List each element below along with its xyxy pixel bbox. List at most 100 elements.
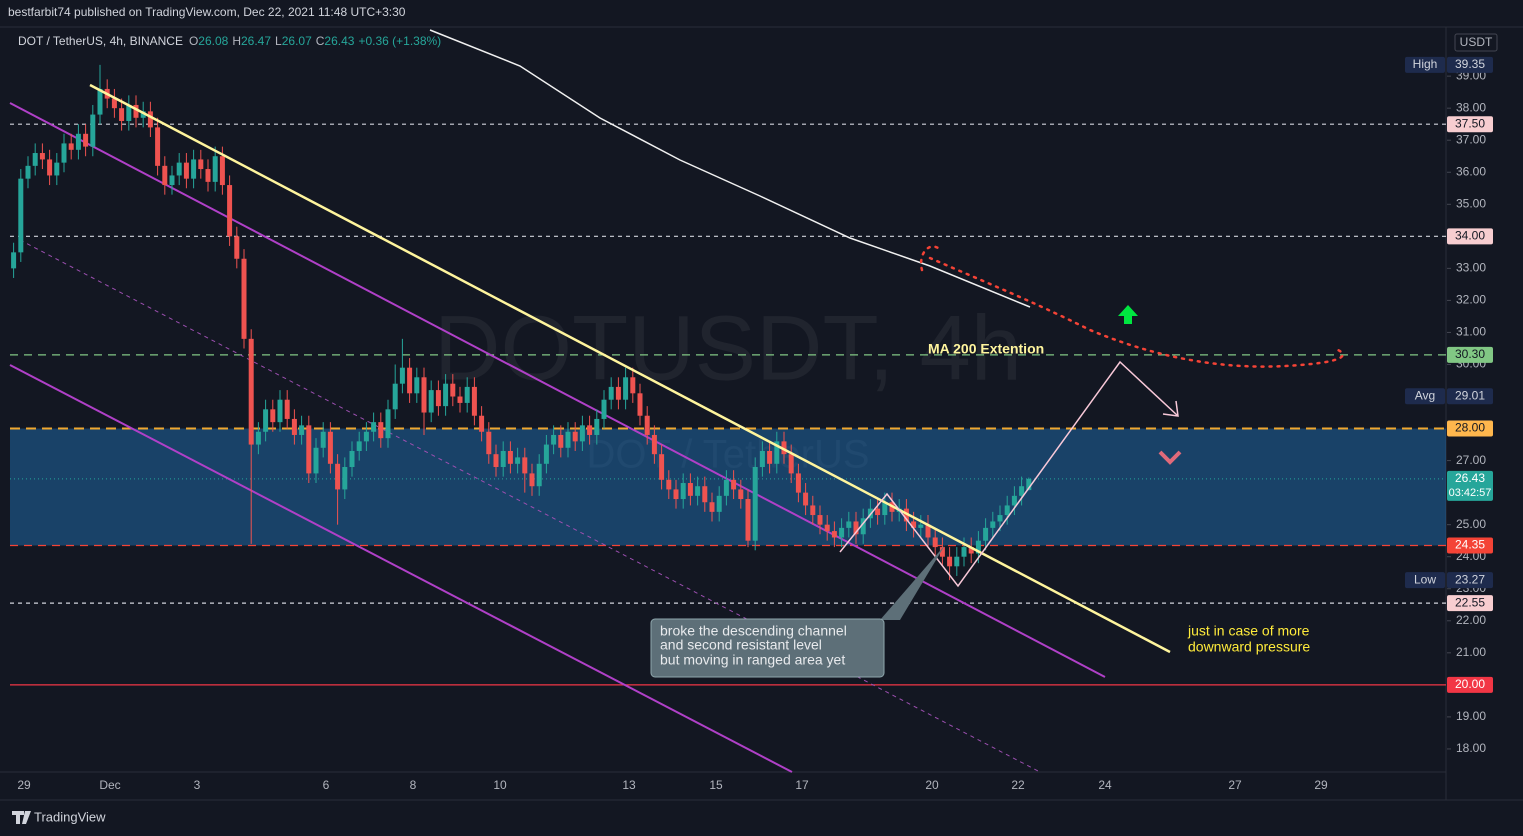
candle-body [601,399,607,419]
candle-body [183,162,189,179]
x-tick-label: 15 [709,778,723,792]
price-tag-label: 20.00 [1455,677,1485,691]
candle-body [781,441,787,455]
candle-body [155,127,161,166]
candle-body [882,502,888,516]
candle-body [299,425,305,435]
candle-body [327,431,333,464]
candle-body [738,489,744,500]
candle-body [1026,478,1032,491]
x-tick-label: 27 [1228,778,1242,792]
candle-body [219,156,225,186]
candle-body [457,396,463,403]
candle-body [954,556,960,567]
y-tick-label: 33.00 [1456,261,1486,275]
candle-body [205,169,211,182]
y-tick-label: 25.00 [1456,517,1486,531]
candle-body [169,175,175,186]
candle-body [255,431,261,445]
ma-line [429,29,1031,308]
candle-body [335,463,341,490]
candle-body [565,431,571,448]
legend-change: +0.36 (+1.38%) [358,34,441,48]
price-tag-label: 34.00 [1455,228,1485,242]
price-tag-label: 30.30 [1455,347,1485,361]
candle-body [659,454,665,480]
stat-name: Low [1414,572,1436,586]
candle-body [500,450,506,467]
x-tick-label: 6 [323,778,330,792]
candle-body [551,434,557,445]
price-tag [1447,470,1493,501]
candle-body [723,479,729,496]
x-tick-label: 22 [1011,778,1025,792]
candle-body [349,450,355,467]
price-tag [1447,572,1493,589]
candle-body [443,383,449,407]
candle-body [824,524,830,532]
publisher: bestfarbit74 published on TradingView.co… [8,5,406,19]
candle-body [119,108,125,121]
candle-body [11,252,17,269]
down-arrow [1158,450,1182,465]
legend-letter: L [275,34,282,48]
ma-annotation: MA 200 Extention [928,341,1044,357]
candle-body [363,431,369,442]
candle-body [479,415,485,432]
candle-body [1004,505,1010,516]
candle-body [450,383,456,397]
candle-body [968,547,974,554]
trendline [89,83,1171,654]
legend: DOT / TetherUS, 4h, BINANCE O26.08 H26.47 L… [18,34,441,48]
candle-body [795,473,801,493]
y-tick-label: 36.00 [1456,164,1486,178]
callout-pointer [880,545,945,620]
candle-body [925,524,931,538]
legend-letter: C [316,34,325,48]
price-tag-label: 29.01 [1455,388,1485,402]
y-tick-label: 27.00 [1456,453,1486,467]
candle-body [133,104,139,118]
candle-body [83,133,89,147]
channel-lower [9,364,793,773]
candle-body [695,486,701,496]
candle-body [191,159,197,179]
footer: TradingView [34,809,106,824]
candle-body [111,98,117,109]
x-tick-label: 29 [1314,778,1328,792]
watermark: DOTUSDT, 4h [434,297,1022,399]
candle-body [680,483,686,500]
candle-body [983,527,989,541]
candle-body [284,399,290,419]
candle-body [54,162,60,176]
candle-body [558,434,564,448]
candle-body [803,492,809,506]
candle-body [248,338,254,445]
price-tag [1447,420,1493,437]
candle-body [47,159,53,176]
candle-body [291,418,297,435]
price-tag-label: 37.50 [1455,116,1485,130]
stat-name: Avg [1415,388,1435,402]
candle-body [767,450,773,464]
y-tick-label: 38.00 [1456,100,1486,114]
price-tag [1447,228,1493,245]
candle-body [615,386,621,400]
candle-body [277,399,283,423]
price-tag [1447,595,1493,612]
candle-body [579,425,585,442]
drawings [9,29,1344,773]
price-tag-label: 24.35 [1455,538,1485,552]
candle-body [687,483,693,496]
candle-body [241,258,247,339]
price-tag [1447,537,1493,554]
y-tick-label: 37.00 [1456,132,1486,146]
candle-body [39,153,45,160]
callout-text: but moving in ranged area yet [660,652,845,668]
candle-body [997,515,1003,522]
candle-body [716,495,722,512]
stat-name-box [1405,388,1445,405]
tags-layer: 37.50 34.00 30.30 28.00 24.35 22.55 20.00 High 3… [1405,56,1493,693]
candle-body [651,434,657,455]
